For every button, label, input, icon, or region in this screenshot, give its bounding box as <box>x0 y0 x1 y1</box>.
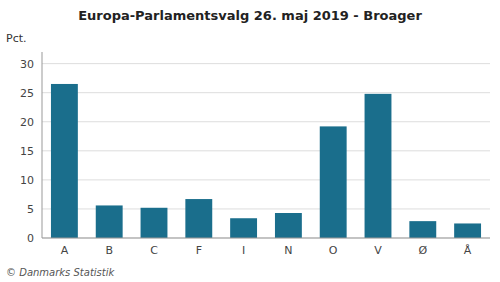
bar <box>275 213 302 238</box>
y-tick-label: 15 <box>20 145 34 158</box>
x-axis-line <box>42 238 490 239</box>
x-tick-label: O <box>329 244 338 257</box>
grid-line <box>42 121 490 122</box>
bar <box>409 221 436 238</box>
x-tick-label: N <box>284 244 292 257</box>
x-tick-label: Å <box>464 244 472 257</box>
chart-svg: Europa-Parlamentsvalg 26. maj 2019 - Bro… <box>0 0 500 282</box>
grid-line <box>42 92 490 93</box>
bar <box>96 205 123 238</box>
bar <box>365 94 392 238</box>
title: Europa-Parlamentsvalg 26. maj 2019 - Bro… <box>78 8 422 23</box>
bar <box>230 218 257 238</box>
x-tick-label: I <box>242 244 245 257</box>
bars <box>51 84 481 238</box>
bar <box>51 84 78 238</box>
y-tick-label: 20 <box>20 116 34 129</box>
grid-line <box>42 63 490 64</box>
y-tick-label: 5 <box>27 203 34 216</box>
y-tick-label: 25 <box>20 87 34 100</box>
x-tick-label: B <box>105 244 113 257</box>
y-axis-label: Pct. <box>6 32 27 45</box>
x-tick-label: Ø <box>418 244 427 257</box>
grid-line <box>42 150 490 151</box>
x-tick-label: F <box>196 244 202 257</box>
x-tick-label: C <box>150 244 158 257</box>
grid-line <box>42 179 490 180</box>
y-axis-line <box>42 52 43 238</box>
page: {"chart_data": {"type": "bar", "title": … <box>0 0 500 282</box>
grid-line <box>42 238 490 239</box>
x-tick-label: V <box>374 244 382 257</box>
y-tick-label: 30 <box>20 58 34 71</box>
y-tick-label: 10 <box>20 174 34 187</box>
y-tick-label: 0 <box>27 232 34 245</box>
x-tick-label: A <box>61 244 69 257</box>
footer-note: © Danmarks Statistik <box>6 267 116 278</box>
bar <box>185 199 212 238</box>
chart-container: Europa-Parlamentsvalg 26. maj 2019 - Bro… <box>0 0 500 282</box>
bar <box>141 208 168 238</box>
bar <box>320 126 347 238</box>
bar <box>454 223 481 238</box>
y-grid <box>42 64 490 238</box>
